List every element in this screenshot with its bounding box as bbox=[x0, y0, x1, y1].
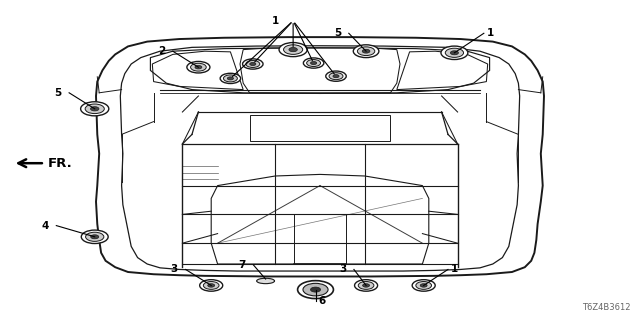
Circle shape bbox=[187, 61, 210, 73]
Circle shape bbox=[362, 49, 370, 53]
Circle shape bbox=[326, 71, 346, 81]
Circle shape bbox=[91, 235, 99, 239]
Circle shape bbox=[86, 232, 104, 241]
Text: 5: 5 bbox=[54, 88, 61, 98]
Text: 3: 3 bbox=[339, 264, 346, 275]
Ellipse shape bbox=[257, 278, 275, 284]
Circle shape bbox=[191, 63, 206, 71]
Text: T6Z4B3612: T6Z4B3612 bbox=[582, 303, 630, 312]
Text: 7: 7 bbox=[238, 260, 246, 270]
Circle shape bbox=[81, 230, 108, 244]
Circle shape bbox=[223, 75, 237, 82]
Text: 1: 1 bbox=[487, 28, 494, 38]
Circle shape bbox=[208, 284, 214, 287]
Text: 6: 6 bbox=[319, 296, 326, 307]
Circle shape bbox=[333, 75, 339, 78]
Circle shape bbox=[204, 282, 219, 289]
Circle shape bbox=[250, 62, 256, 66]
Text: 4: 4 bbox=[41, 220, 49, 231]
Circle shape bbox=[358, 282, 374, 289]
Circle shape bbox=[445, 48, 463, 57]
Text: 1: 1 bbox=[451, 264, 458, 275]
Circle shape bbox=[85, 104, 104, 114]
Circle shape bbox=[303, 283, 328, 296]
Circle shape bbox=[200, 280, 223, 291]
Circle shape bbox=[243, 59, 263, 69]
Circle shape bbox=[227, 77, 234, 80]
Circle shape bbox=[246, 60, 260, 68]
Text: 5: 5 bbox=[334, 28, 341, 38]
Circle shape bbox=[420, 284, 427, 287]
Circle shape bbox=[355, 280, 378, 291]
Circle shape bbox=[363, 284, 369, 287]
Circle shape bbox=[195, 66, 202, 69]
Circle shape bbox=[284, 45, 303, 54]
Circle shape bbox=[279, 43, 307, 57]
Circle shape bbox=[451, 51, 458, 55]
Text: 3: 3 bbox=[171, 264, 178, 275]
Circle shape bbox=[412, 280, 435, 291]
Circle shape bbox=[441, 46, 468, 60]
Circle shape bbox=[353, 45, 379, 58]
Text: FR.: FR. bbox=[48, 157, 73, 170]
Circle shape bbox=[310, 287, 321, 292]
Text: 1: 1 bbox=[272, 16, 279, 26]
Circle shape bbox=[303, 58, 324, 68]
Circle shape bbox=[298, 281, 333, 299]
Circle shape bbox=[81, 102, 109, 116]
Circle shape bbox=[307, 60, 321, 67]
Circle shape bbox=[416, 282, 431, 289]
Text: 2: 2 bbox=[158, 46, 165, 56]
Circle shape bbox=[90, 107, 99, 111]
Circle shape bbox=[329, 73, 343, 80]
Circle shape bbox=[289, 47, 298, 52]
Circle shape bbox=[220, 73, 241, 84]
Circle shape bbox=[357, 47, 375, 56]
Circle shape bbox=[310, 61, 317, 65]
